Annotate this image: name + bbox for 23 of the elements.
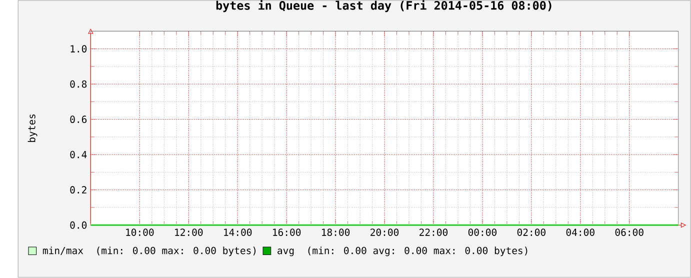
y-tick-label: 0.6 — [70, 116, 87, 124]
y-tick-label: 1.0 — [70, 45, 87, 53]
x-tick-label: 16:00 — [273, 228, 301, 236]
x-tick-label: 20:00 — [370, 228, 399, 236]
x-tick-label: 14:00 — [224, 228, 252, 236]
x-tick-label: 22:00 — [420, 228, 448, 236]
y-axis-title: bytes — [28, 114, 38, 142]
x-tick-label: 00:00 — [468, 228, 496, 236]
x-tick-label: 04:00 — [566, 228, 594, 236]
y-tick-label: 0.2 — [70, 186, 86, 194]
y-tick-label: 0.4 — [70, 151, 87, 158]
x-tick-label: 02:00 — [517, 228, 546, 236]
text: (min: 0.00 max: 0.00 bytes) — [97, 246, 256, 256]
chart-title: bytes in Queue - last day (Fri 2014-05-16 08:00) — [216, 0, 552, 12]
x-tick-label: 06:00 — [615, 228, 644, 236]
x-tick-label: 10:00 — [126, 228, 154, 236]
x-tick-label: 18:00 — [322, 228, 350, 236]
y-tick-label: 0.8 — [70, 80, 87, 88]
legend-label: min/max — [42, 246, 84, 256]
legend-label: avg — [278, 248, 294, 256]
text: (min: 0.00 avg: 0.00 max: 0.00 bytes) — [308, 246, 528, 256]
x-tick-label: 12:00 — [175, 228, 203, 236]
y-tick-label: 0.0 — [70, 222, 87, 229]
